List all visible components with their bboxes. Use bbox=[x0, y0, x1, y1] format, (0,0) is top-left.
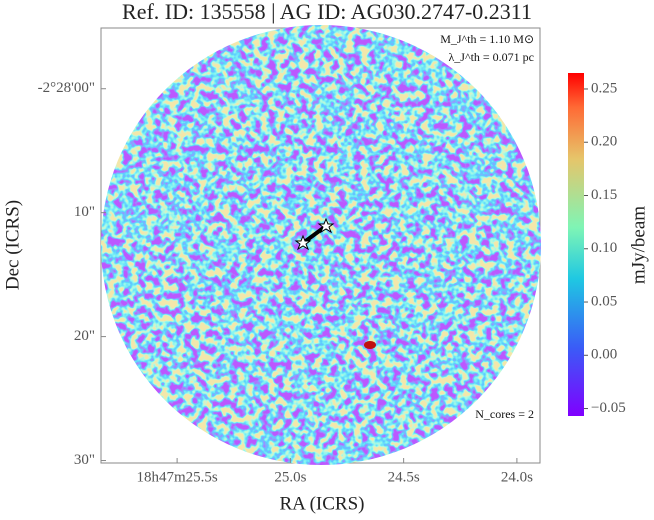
colorbar-tick-label: 0.00 bbox=[591, 347, 617, 363]
x-tick-label: 24.5s bbox=[388, 469, 420, 485]
colorbar-tick-label: 0.25 bbox=[591, 80, 617, 96]
colorbar-label: mJy/beam bbox=[628, 206, 649, 284]
intensity-map bbox=[101, 25, 541, 465]
annotation: λ_J^th = 0.071 pc bbox=[448, 50, 534, 64]
core-marker bbox=[317, 217, 335, 234]
y-axis-label: Dec (ICRS) bbox=[2, 200, 23, 290]
colorbar-tick-label: 0.15 bbox=[591, 187, 617, 203]
colorbar-tick-label: 0.20 bbox=[591, 134, 617, 150]
core-marker bbox=[294, 234, 312, 251]
colorbar-tick-label: 0.05 bbox=[591, 293, 617, 309]
y-tick-label: -2°28'00" bbox=[38, 80, 95, 96]
y-tick-label: 30" bbox=[74, 452, 95, 468]
x-tick-label: 18h47m25.5s bbox=[136, 469, 217, 485]
annotation: N_cores = 2 bbox=[475, 407, 534, 421]
x-axis-label: RA (ICRS) bbox=[280, 493, 365, 514]
colorbar-tick-label: 0.10 bbox=[591, 240, 617, 256]
annotation: M_J^th = 1.10 M⊙ bbox=[440, 32, 534, 46]
colorbar bbox=[568, 73, 584, 416]
x-tick-label: 25.0s bbox=[274, 469, 306, 485]
image bbox=[101, 25, 541, 465]
chart-title: Ref. ID: 135558 | AG ID: AG030.2747-0.23… bbox=[122, 0, 532, 24]
y-tick-label: 20" bbox=[74, 328, 95, 344]
bright-spot bbox=[364, 341, 376, 349]
colorbar-tick-label: −0.05 bbox=[591, 400, 626, 416]
x-tick-label: 24.0s bbox=[501, 469, 533, 485]
y-tick-label: 10" bbox=[74, 204, 95, 220]
